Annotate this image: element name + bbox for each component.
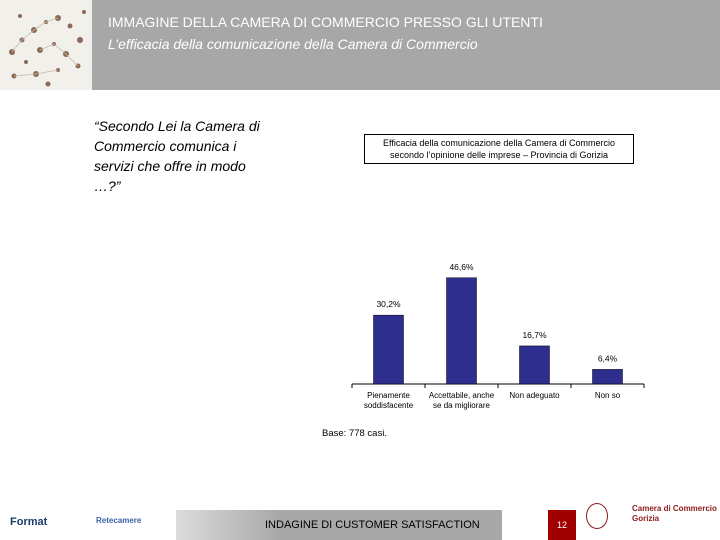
category-label: Accettabile, anche xyxy=(429,391,495,400)
bar xyxy=(446,277,477,385)
format-logo: Format xyxy=(10,516,48,528)
base-note: Base: 778 casi. xyxy=(322,428,387,439)
survey-question: “Secondo Lei la Camera di Commercio comu… xyxy=(94,118,260,194)
chart-title-box: Efficacia della comunicazione della Came… xyxy=(364,134,634,164)
dots-pattern-icon xyxy=(9,10,86,87)
header-bar: IMMAGINE DELLA CAMERA DI COMMERCIO PRESS… xyxy=(0,0,720,90)
data-label: 46,6% xyxy=(449,262,474,272)
data-label: 30,2% xyxy=(376,299,401,309)
retecamere-logo: Retecamere xyxy=(96,516,142,525)
page-title: IMMAGINE DELLA CAMERA DI COMMERCIO PRESS… xyxy=(108,14,543,30)
footer-box xyxy=(280,510,502,540)
footer-gradient xyxy=(176,510,280,540)
category-label: se da migliorare xyxy=(433,401,490,410)
category-label: soddisfacente xyxy=(364,401,414,410)
bar xyxy=(519,345,550,385)
chamber-logo-line1: Camera di Commercio xyxy=(632,504,717,513)
chart-title: Efficacia della comunicazione della Came… xyxy=(383,138,615,148)
decorative-dots xyxy=(0,0,92,90)
footer-title: INDAGINE DI CUSTOMER SATISFACTION xyxy=(265,519,480,531)
category-label: Pienamente xyxy=(367,391,410,400)
chart-subtitle: secondo l’opinione delle imprese – Provi… xyxy=(389,150,609,160)
bar xyxy=(592,369,623,385)
chamber-logo: Camera di Commercio Gorizia xyxy=(632,504,717,524)
seal-icon xyxy=(586,503,608,529)
category-label: Non so xyxy=(595,391,621,400)
data-label: 6,4% xyxy=(598,353,618,363)
chamber-logo-line2: Gorizia xyxy=(632,514,660,523)
bar xyxy=(373,314,404,385)
page-number: 12 xyxy=(556,520,567,530)
category-label: Non adeguato xyxy=(509,391,560,400)
data-label: 16,7% xyxy=(522,330,547,340)
page-subtitle: L’efficacia della comunicazione della Ca… xyxy=(108,36,478,52)
page-number-box xyxy=(548,510,576,540)
